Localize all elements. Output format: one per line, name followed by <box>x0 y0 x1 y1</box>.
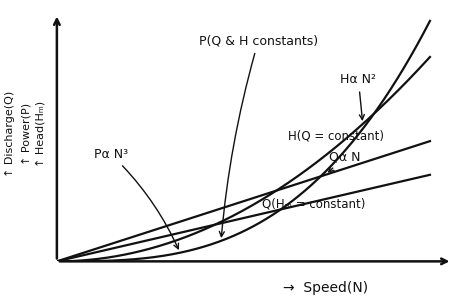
Text: →  Speed(N): → Speed(N) <box>283 281 368 295</box>
Text: Pα N³: Pα N³ <box>94 148 178 249</box>
Text: Hα N²: Hα N² <box>340 73 376 120</box>
Text: ↑ Power(P): ↑ Power(P) <box>21 102 31 165</box>
Text: P(Q & H constants): P(Q & H constants) <box>199 35 318 237</box>
Text: ↑ Discharge(Q): ↑ Discharge(Q) <box>5 91 16 177</box>
Text: Q(Hₘ = constant): Q(Hₘ = constant) <box>262 197 365 210</box>
Text: ↑ Head(Hₘ): ↑ Head(Hₘ) <box>35 101 46 167</box>
Text: H(Q = constant): H(Q = constant) <box>288 130 384 143</box>
Text: Qα N: Qα N <box>328 150 361 172</box>
